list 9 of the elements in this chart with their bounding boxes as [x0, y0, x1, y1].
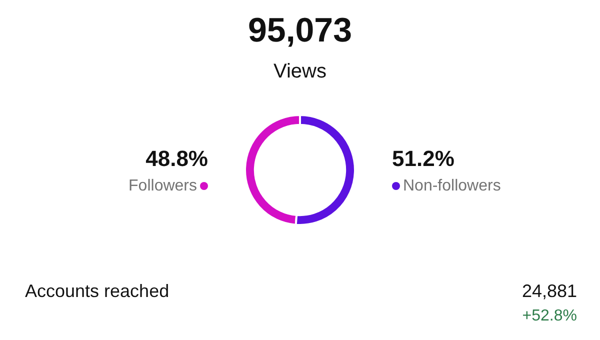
slice-label: Followers: [128, 177, 197, 194]
text: 24,881: [522, 280, 577, 301]
chart-subtitle: Views: [274, 60, 326, 83]
data-label: 48.8%: [146, 146, 208, 172]
text: +52.8%: [522, 307, 577, 324]
legend-label: Non-followers: [403, 177, 501, 194]
data-label: 51.2%: [392, 146, 454, 172]
chart-title: 95,073: [248, 11, 352, 50]
text: Accounts reached: [25, 280, 170, 301]
